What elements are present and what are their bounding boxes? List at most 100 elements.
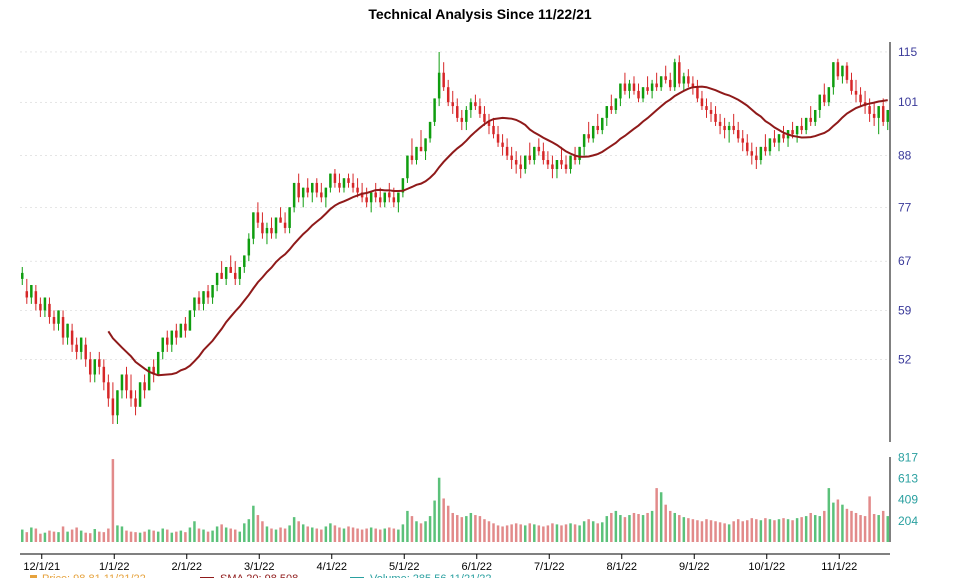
price-axis-label: 88 [898, 149, 912, 163]
candle-body [130, 390, 132, 398]
candle-body [642, 87, 644, 98]
candle-body [316, 183, 318, 193]
volume-bar [542, 526, 544, 542]
candle-body [202, 291, 204, 304]
candle-body [628, 84, 630, 91]
x-axis-label: 4/1/22 [316, 561, 347, 573]
candle-body [465, 110, 467, 122]
candle-body [207, 291, 209, 297]
volume-bar [103, 532, 105, 542]
volume-bar [610, 513, 612, 542]
volume-bar [596, 523, 598, 542]
volume-bar [365, 529, 367, 542]
volume-bar [420, 523, 422, 542]
volume-bar [35, 529, 37, 542]
volume-bar [551, 523, 553, 542]
volume-bar [66, 532, 68, 542]
candle-body [103, 367, 105, 382]
volume-bar [805, 516, 807, 542]
candle-body [53, 317, 55, 324]
volume-bar [347, 526, 349, 542]
candle-body [161, 338, 163, 352]
volume-bar [796, 518, 798, 542]
candle-body [533, 147, 535, 160]
candle-body [21, 273, 23, 279]
volume-bar [524, 525, 526, 542]
volume-bar [361, 530, 363, 542]
volume-bar [728, 524, 730, 542]
candle-body [606, 106, 608, 118]
volume-bar [578, 525, 580, 542]
volume-bar [211, 531, 213, 542]
volume-bar [778, 519, 780, 542]
candle-body [655, 84, 657, 88]
candle-body [225, 267, 227, 279]
x-axis-label: 11/1/22 [821, 561, 857, 573]
volume-bar [411, 516, 413, 542]
candle-body [71, 331, 73, 345]
volume-bar [234, 530, 236, 542]
volume-bar [161, 529, 163, 542]
volume-bar [760, 520, 762, 542]
volume-bar [148, 530, 150, 542]
volume-bar [75, 527, 77, 542]
candle-body [424, 138, 426, 151]
candle-body [411, 156, 413, 160]
candle-body [687, 76, 689, 83]
volume-bar [873, 514, 875, 542]
candle-body [610, 106, 612, 110]
volume-bar [601, 522, 603, 542]
candle-body [98, 359, 100, 367]
chart-svg: 525967778810111520440961381712/1/211/1/2… [0, 22, 960, 578]
volume-bar [297, 521, 299, 542]
volume-bar [492, 523, 494, 542]
candle-body [334, 174, 336, 183]
candle-body [551, 164, 553, 169]
volume-bar [592, 521, 594, 542]
volume-bar [275, 530, 277, 542]
volume-bar [538, 525, 540, 542]
candle-body [497, 134, 499, 142]
volume-bar [207, 532, 209, 542]
candle-body [746, 143, 748, 152]
volume-bar [252, 506, 254, 542]
candle-body [882, 106, 884, 122]
candle-body [243, 255, 245, 267]
candle-body [506, 147, 508, 156]
candle-body [837, 62, 839, 76]
volume-bar [855, 513, 857, 542]
volume-bar [270, 529, 272, 542]
volume-bar [329, 523, 331, 542]
volume-bar [57, 532, 59, 542]
volume-bar [184, 532, 186, 542]
candle-body [565, 164, 567, 169]
volume-bar [501, 526, 503, 542]
candle-body [696, 87, 698, 98]
volume-bar [94, 529, 96, 542]
candle-body [80, 338, 82, 352]
volume-bar [261, 521, 263, 542]
candle-body [107, 382, 109, 398]
candle-body [660, 76, 662, 87]
candle-body [193, 297, 195, 310]
candle-body [248, 239, 250, 256]
candle-body [320, 192, 322, 197]
candle-body [859, 95, 861, 103]
price-axis-label: 67 [898, 254, 912, 268]
volume-bar [442, 498, 444, 542]
candle-body [470, 102, 472, 110]
candle-body [306, 188, 308, 193]
volume-bar [112, 459, 114, 542]
candle-body [66, 324, 68, 338]
candle-body [447, 87, 449, 102]
volume-bar [751, 518, 753, 542]
candle-body [112, 398, 114, 415]
candle-body [30, 285, 32, 297]
candle-body [352, 183, 354, 188]
candle-body [805, 118, 807, 130]
candle-body [769, 138, 771, 151]
volume-bar [39, 534, 41, 542]
volume-bar [248, 519, 250, 542]
volume-bar [447, 506, 449, 542]
volume-bar [21, 530, 23, 542]
